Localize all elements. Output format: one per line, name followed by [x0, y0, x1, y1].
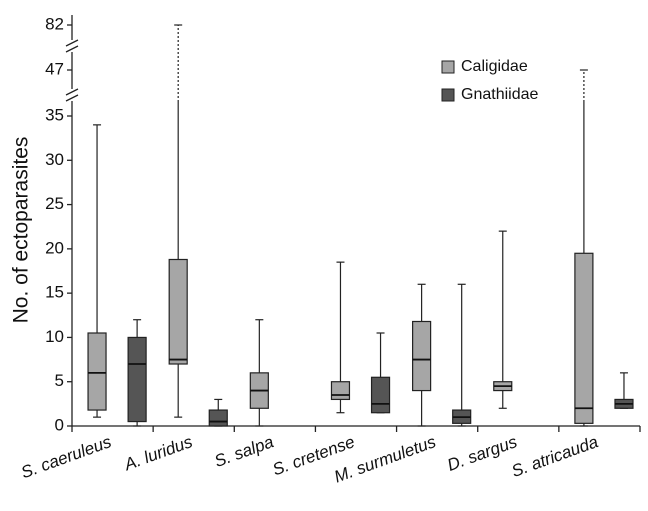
legend-swatch: [441, 60, 455, 74]
axis-break: [65, 88, 79, 96]
box: [168, 258, 188, 365]
y-tick-label: 20: [45, 238, 64, 257]
box: [127, 336, 147, 423]
axes: [65, 15, 640, 427]
y-tick-label: 30: [45, 150, 64, 169]
x-tick-label: S. salpa: [212, 432, 276, 471]
y-tick-label: 47: [45, 59, 64, 78]
y-tick-label: 0: [55, 415, 64, 434]
y-tick-label: 5: [55, 371, 64, 390]
y-axis-label: No. of ectoparasites: [10, 137, 33, 324]
axis-break: [65, 45, 79, 53]
x-tick-label: S. caeruleus: [19, 432, 115, 482]
y-tick-label: 10: [45, 327, 64, 346]
box: [574, 252, 594, 424]
legend-label: Gnathiidae: [461, 86, 538, 103]
x-tick-label: A. luridus: [121, 432, 195, 475]
y-tick-label: 15: [45, 283, 64, 302]
axis-break: [65, 39, 79, 47]
legend-swatch: [441, 88, 455, 102]
box: [330, 381, 351, 401]
y-tick-label: 25: [45, 194, 64, 213]
x-tick-label: D. sargus: [445, 432, 520, 475]
axis-break: [65, 94, 79, 102]
y-tick-label: 82: [45, 14, 64, 33]
x-tick-label: S. atricauda: [509, 432, 601, 481]
y-tick-label: 35: [45, 105, 64, 124]
box: [370, 376, 391, 414]
box: [412, 320, 432, 392]
box: [87, 332, 107, 411]
legend-label: Caligidae: [461, 58, 528, 75]
box: [208, 409, 228, 427]
